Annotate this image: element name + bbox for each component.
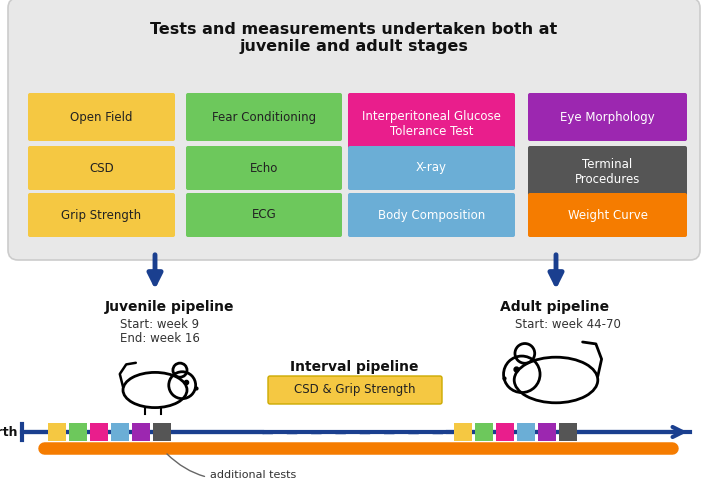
- Text: Grip Strength: Grip Strength: [62, 208, 142, 221]
- FancyBboxPatch shape: [8, 0, 700, 260]
- Text: Terminal
Procedures: Terminal Procedures: [575, 158, 640, 186]
- Text: Interval pipeline: Interval pipeline: [290, 360, 418, 374]
- FancyBboxPatch shape: [528, 146, 687, 198]
- Text: Body Composition: Body Composition: [378, 208, 485, 221]
- FancyBboxPatch shape: [28, 93, 175, 141]
- FancyBboxPatch shape: [186, 193, 342, 237]
- FancyBboxPatch shape: [268, 376, 442, 404]
- Text: End: week 16: End: week 16: [120, 332, 200, 345]
- Bar: [559, 423, 577, 441]
- Text: Birth: Birth: [0, 426, 18, 439]
- FancyBboxPatch shape: [186, 146, 342, 190]
- Bar: [48, 423, 66, 441]
- Text: CSD & Grip Strength: CSD & Grip Strength: [295, 384, 416, 396]
- Text: Eye Morphology: Eye Morphology: [560, 110, 655, 123]
- Text: Adult pipeline: Adult pipeline: [500, 300, 609, 314]
- FancyBboxPatch shape: [186, 93, 342, 141]
- Bar: [454, 423, 472, 441]
- Text: Weight Curve: Weight Curve: [568, 208, 648, 221]
- Text: Start: week 9: Start: week 9: [120, 318, 199, 331]
- Text: Fear Conditioning: Fear Conditioning: [212, 110, 316, 123]
- Bar: [496, 423, 514, 441]
- Bar: [111, 423, 129, 441]
- Bar: [538, 423, 556, 441]
- Bar: [90, 423, 108, 441]
- Bar: [153, 423, 171, 441]
- Text: Open Field: Open Field: [70, 110, 133, 123]
- Bar: [132, 423, 150, 441]
- FancyBboxPatch shape: [28, 146, 175, 190]
- Text: Start: week 44-70: Start: week 44-70: [515, 318, 621, 331]
- FancyBboxPatch shape: [528, 93, 687, 141]
- Text: additional tests: additional tests: [167, 454, 296, 480]
- Bar: [69, 423, 87, 441]
- Text: Echo: Echo: [250, 161, 278, 175]
- FancyBboxPatch shape: [348, 93, 515, 155]
- Text: Juvenile pipeline: Juvenile pipeline: [105, 300, 234, 314]
- Text: ECG: ECG: [251, 208, 276, 221]
- FancyBboxPatch shape: [28, 193, 175, 237]
- Text: X-ray: X-ray: [416, 161, 447, 175]
- Text: CSD: CSD: [89, 161, 114, 175]
- FancyBboxPatch shape: [348, 193, 515, 237]
- FancyBboxPatch shape: [528, 193, 687, 237]
- Text: Tests and measurements undertaken both at
juvenile and adult stages: Tests and measurements undertaken both a…: [150, 22, 558, 54]
- Bar: [517, 423, 535, 441]
- FancyBboxPatch shape: [348, 146, 515, 190]
- Text: Interperitoneal Glucose
Tolerance Test: Interperitoneal Glucose Tolerance Test: [362, 110, 501, 138]
- Bar: [475, 423, 493, 441]
